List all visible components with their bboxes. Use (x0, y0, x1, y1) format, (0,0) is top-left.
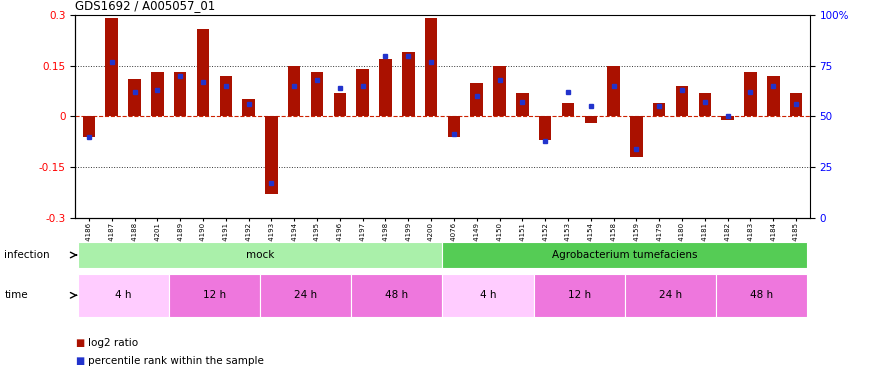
Bar (219, 76, 232, 116)
Bar (471, 82, 483, 116)
Bar (584, 116, 597, 123)
Bar (767, 76, 780, 116)
Bar (379, 59, 392, 116)
Bar (721, 116, 734, 120)
Text: mock: mock (246, 250, 274, 260)
Bar (789, 93, 803, 116)
Bar (173, 72, 187, 116)
Bar (716, 274, 807, 317)
Bar (242, 99, 255, 116)
Bar (698, 93, 712, 116)
Bar (357, 69, 369, 116)
Text: log2 ratio: log2 ratio (88, 338, 139, 348)
Text: ■: ■ (75, 356, 84, 366)
Bar (351, 274, 442, 317)
Text: 24 h: 24 h (294, 290, 317, 300)
Text: infection: infection (4, 250, 50, 260)
Bar (128, 79, 141, 116)
Bar (334, 93, 346, 116)
Bar (78, 242, 442, 268)
Text: 24 h: 24 h (659, 290, 682, 300)
Bar (196, 28, 209, 116)
Bar (534, 274, 625, 317)
Text: Agrobacterium tumefaciens: Agrobacterium tumefaciens (552, 250, 697, 260)
Bar (493, 66, 506, 116)
Bar (442, 274, 534, 317)
Bar (311, 72, 323, 116)
Text: 48 h: 48 h (385, 290, 409, 300)
Bar (425, 18, 437, 116)
Text: time: time (4, 290, 28, 300)
Bar (105, 18, 118, 116)
Bar (653, 103, 666, 116)
Bar (78, 274, 169, 317)
Bar (260, 274, 351, 317)
Bar (82, 116, 96, 136)
Bar (539, 116, 551, 140)
Bar (266, 116, 278, 194)
Text: 4 h: 4 h (115, 290, 131, 300)
Bar (448, 116, 460, 136)
Bar (516, 93, 528, 116)
Bar (744, 72, 757, 116)
Text: percentile rank within the sample: percentile rank within the sample (88, 356, 265, 366)
Bar (288, 66, 301, 116)
Text: 12 h: 12 h (203, 290, 226, 300)
Text: 4 h: 4 h (480, 290, 496, 300)
Bar (625, 274, 716, 317)
Text: GDS1692 / A005057_01: GDS1692 / A005057_01 (75, 0, 215, 12)
Text: 48 h: 48 h (750, 290, 773, 300)
Bar (402, 52, 414, 116)
Bar (562, 103, 574, 116)
Text: 12 h: 12 h (568, 290, 591, 300)
Bar (151, 72, 164, 116)
Bar (169, 274, 260, 317)
Bar (442, 242, 807, 268)
Bar (630, 116, 643, 157)
Bar (607, 66, 619, 116)
Bar (676, 86, 689, 116)
Text: ■: ■ (75, 338, 84, 348)
